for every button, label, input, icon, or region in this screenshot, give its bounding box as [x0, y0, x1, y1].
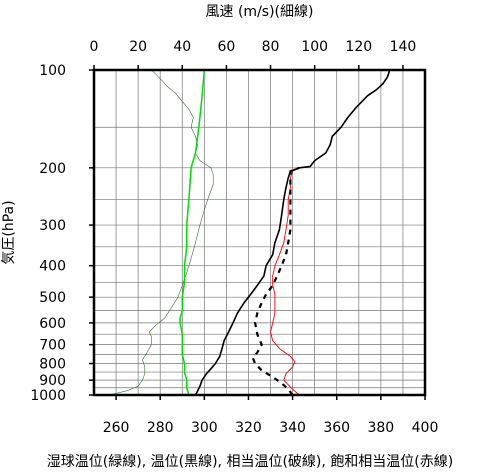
equivalent-potential-temperature-line — [251, 166, 300, 396]
saturated-equivalent-potential-temperature-line — [270, 69, 391, 396]
bottom-axis-title: 湿球温位(緑線), 温位(黒線), 相当温位(破線), 飽和相当温位(赤線) — [47, 453, 453, 470]
top-axis-title: 風速 (m/s)(細線) — [206, 4, 314, 20]
bottom-axis-tick-label: 320 — [235, 420, 262, 436]
plot-frame — [92, 68, 427, 397]
bottom-axis-tick-label: 260 — [103, 420, 130, 436]
y-axis-tick-label: 200 — [39, 161, 66, 177]
top-axis-tick-label: 120 — [345, 39, 372, 55]
top-axis-tick-label: 20 — [129, 39, 147, 55]
top-axis-tick-label: 0 — [90, 39, 99, 55]
y-axis-tick-label: 900 — [39, 373, 66, 389]
wet-bulb-potential-temperature-line — [179, 69, 206, 396]
bottom-axis-tick-label: 400 — [412, 420, 439, 436]
y-axis-title: 気圧(hPa) — [1, 200, 17, 264]
y-axis-tick-label: 100 — [39, 63, 66, 79]
grid — [93, 69, 426, 396]
bottom-axis-tick-label: 280 — [147, 420, 174, 436]
bottom-axis-tick-label: 300 — [191, 420, 218, 436]
top-axis-tick-label: 60 — [217, 39, 235, 55]
bottom-axis-tick-label: 340 — [279, 420, 306, 436]
bottom-axis-tick-label: 360 — [323, 420, 350, 436]
y-axis-tick-label: 300 — [39, 218, 66, 234]
wind-speed-line — [109, 69, 214, 396]
top-axis-tick-label: 100 — [301, 39, 328, 55]
top-axis-tick-label: 40 — [173, 39, 191, 55]
axis-ticks: 0 20 40 60 80 100 120 140 260 280 300 320 340 360 380 4… — [30, 39, 438, 436]
y-axis-tick-label: 700 — [39, 338, 66, 354]
top-axis-tick-label: 140 — [390, 39, 417, 55]
y-axis-tick-label: 800 — [39, 357, 66, 373]
potential-temperature-line — [194, 69, 391, 396]
series-layer — [109, 69, 391, 396]
y-axis-tick-label: 500 — [39, 290, 66, 306]
top-axis-tick-label: 80 — [262, 39, 280, 55]
y-axis-tick-label: 400 — [39, 259, 66, 275]
bottom-axis-tick-label: 380 — [367, 420, 394, 436]
y-axis-tick-label: 600 — [39, 316, 66, 332]
y-axis-tick-label: 1000 — [30, 388, 66, 404]
